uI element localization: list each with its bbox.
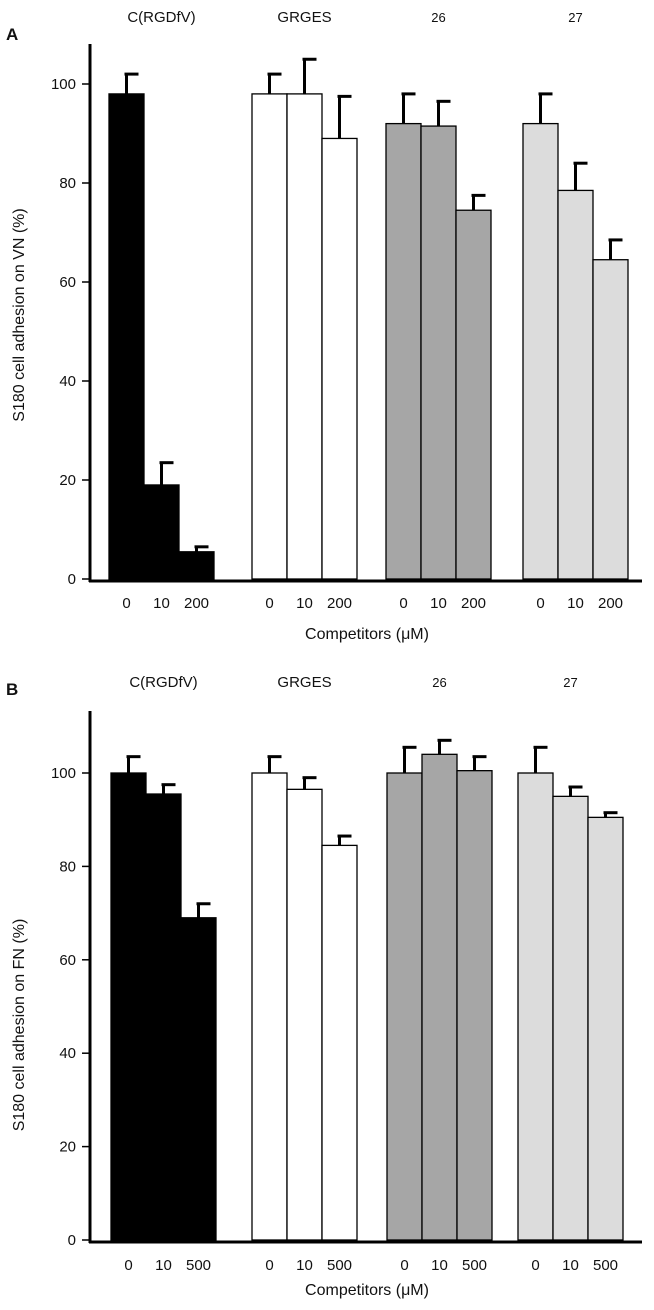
bar <box>421 753 458 1241</box>
chart-panel-b: B S180 cell adhesion on FN (%) Competito… <box>6 674 642 1299</box>
bar <box>180 917 217 1241</box>
y-tick-label: 100 <box>51 765 76 782</box>
x-tick-label: 10 <box>567 595 584 612</box>
bar <box>286 788 323 1241</box>
y-tick-label: 80 <box>59 175 76 192</box>
bar <box>143 484 180 580</box>
x-tick-label: 10 <box>431 1257 448 1274</box>
y-tick-label: 100 <box>51 76 76 93</box>
x-tick-label: 0 <box>265 1257 273 1274</box>
x-tick-label: 10 <box>562 1257 579 1274</box>
group-label: 27 <box>563 675 577 690</box>
y-tick-label: 20 <box>59 472 76 489</box>
x-tick-label: 0 <box>399 595 407 612</box>
bar <box>552 795 589 1241</box>
x-tick-label: 200 <box>598 595 623 612</box>
bar <box>110 772 147 1241</box>
group-label: C(RGDfV) <box>127 9 195 26</box>
y-axis-label: S180 cell adhesion on FN (%) <box>11 919 28 1132</box>
bar <box>321 137 358 580</box>
bar <box>145 793 182 1241</box>
x-tick-label: 0 <box>124 1257 132 1274</box>
x-tick-label: 500 <box>186 1257 211 1274</box>
y-tick-label: 60 <box>59 274 76 291</box>
x-tick-label: 0 <box>400 1257 408 1274</box>
y-tick-label: 40 <box>59 1045 76 1062</box>
x-tick-label: 500 <box>327 1257 352 1274</box>
bar <box>108 93 145 580</box>
y-tick-label: 0 <box>68 571 76 588</box>
x-tick-label: 500 <box>462 1257 487 1274</box>
group-label: GRGES <box>277 9 331 26</box>
x-tick-label: 200 <box>461 595 486 612</box>
y-axis-label: S180 cell adhesion on VN (%) <box>11 208 28 421</box>
x-tick-label: 0 <box>531 1257 539 1274</box>
x-tick-label: 10 <box>296 1257 313 1274</box>
bar <box>455 209 492 580</box>
group-label: 27 <box>568 10 582 25</box>
bar <box>286 93 323 580</box>
bar <box>321 844 358 1241</box>
x-tick-label: 10 <box>153 595 170 612</box>
panel-label: B <box>6 680 18 699</box>
bar <box>178 551 215 580</box>
group-label: 26 <box>431 10 445 25</box>
x-tick-label: 10 <box>155 1257 172 1274</box>
x-tick-label: 0 <box>536 595 544 612</box>
bar <box>456 770 493 1241</box>
x-tick-label: 200 <box>327 595 352 612</box>
x-tick-label: 200 <box>184 595 209 612</box>
bar <box>420 125 457 580</box>
x-tick-label: 0 <box>265 595 273 612</box>
group-label: C(RGDfV) <box>129 674 197 691</box>
x-axis-label: Competitors (μM) <box>305 626 429 643</box>
bar <box>251 93 288 580</box>
y-tick-label: 80 <box>59 858 76 875</box>
bar <box>592 259 629 580</box>
bar <box>557 189 594 580</box>
bar <box>517 772 554 1241</box>
bar <box>386 772 423 1241</box>
x-tick-label: 500 <box>593 1257 618 1274</box>
y-tick-label: 20 <box>59 1139 76 1156</box>
x-tick-label: 0 <box>122 595 130 612</box>
y-tick-label: 0 <box>68 1232 76 1249</box>
x-axis-label: Competitors (μM) <box>305 1282 429 1299</box>
group-label: 26 <box>432 675 446 690</box>
y-tick-label: 40 <box>59 373 76 390</box>
bar <box>385 122 422 580</box>
y-tick-label: 60 <box>59 952 76 969</box>
bar <box>587 816 624 1241</box>
group-label: GRGES <box>277 674 331 691</box>
panel-label: A <box>6 25 18 44</box>
x-tick-label: 10 <box>296 595 313 612</box>
bar <box>522 122 559 580</box>
bar <box>251 772 288 1241</box>
x-tick-label: 10 <box>430 595 447 612</box>
chart-panel-a: A S180 cell adhesion on VN (%) Competito… <box>6 9 642 643</box>
